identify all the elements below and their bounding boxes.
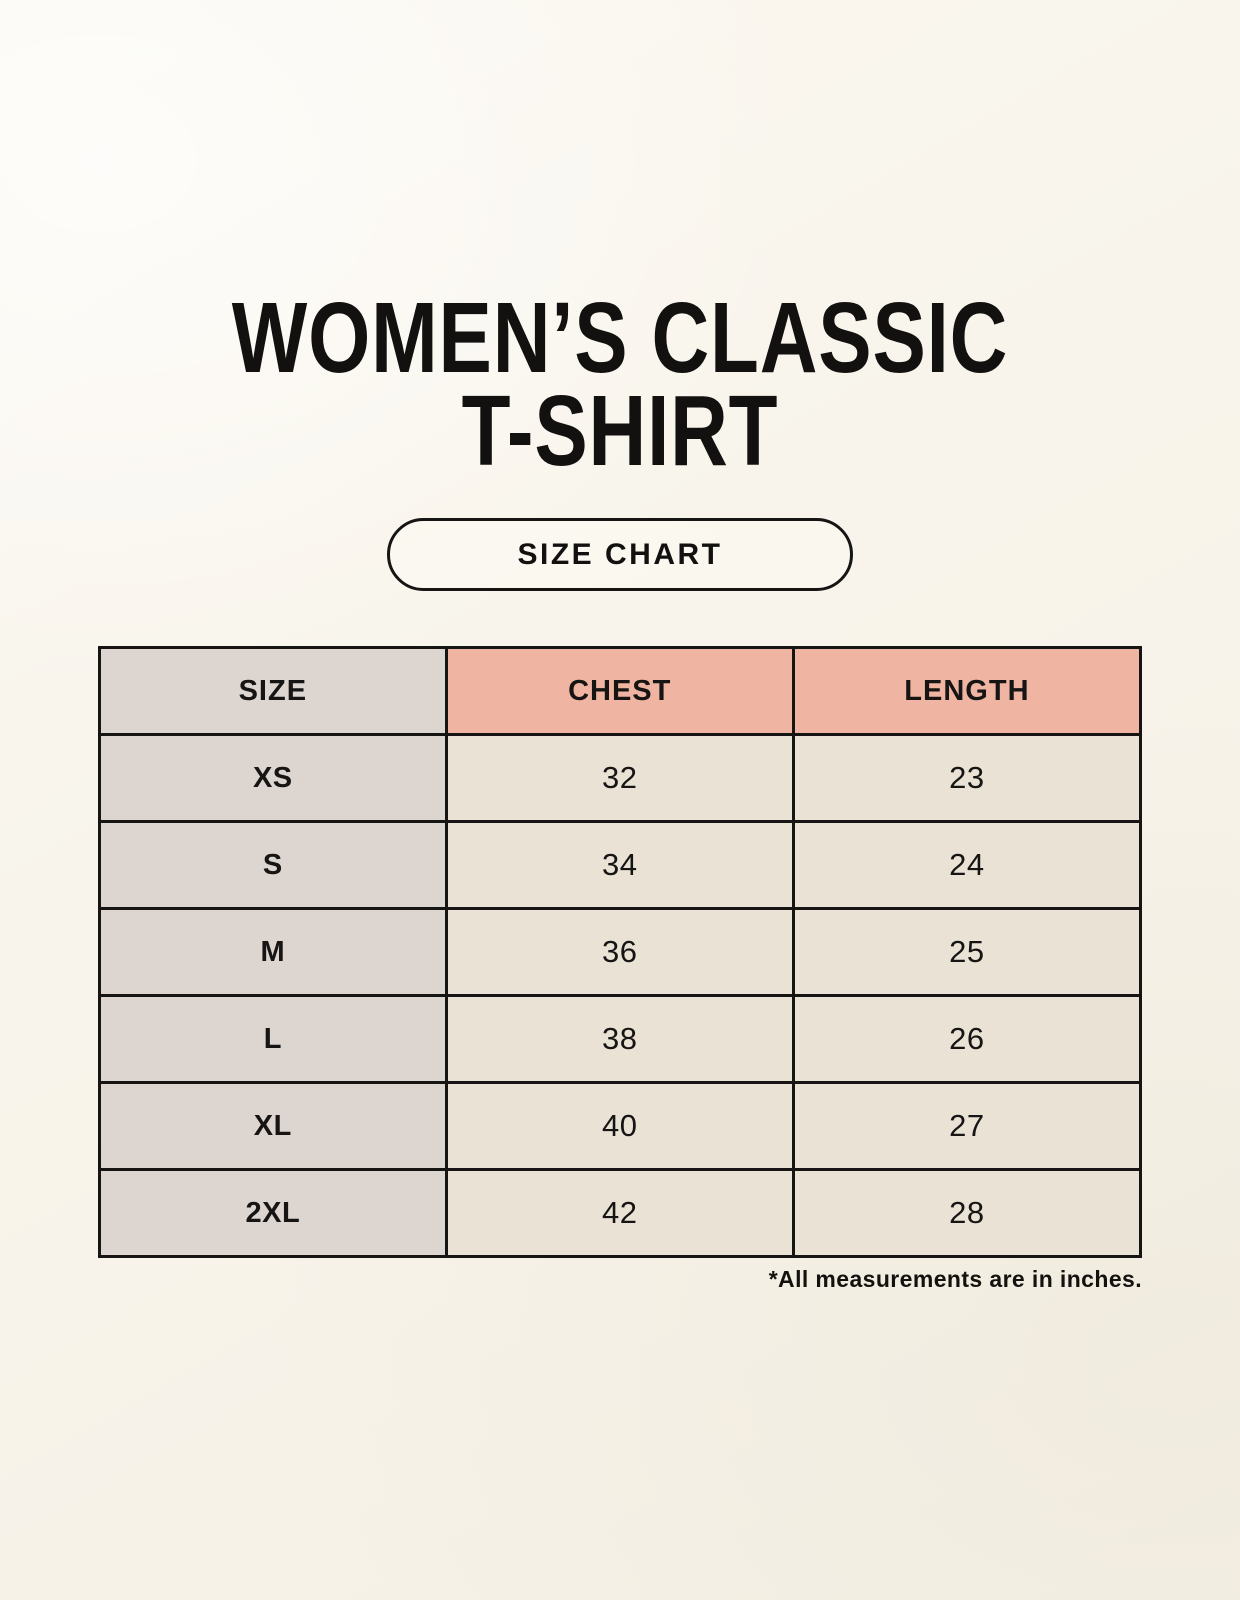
size-label: L [98,994,448,1084]
length-value: 28 [791,1168,1143,1258]
measurements-footnote: *All measurements are in inches. [768,1266,1142,1292]
column-header-length: LENGTH [791,646,1143,736]
size-table: SIZE CHEST LENGTH XS 32 23 S 34 24 M [98,646,1143,1258]
size-label: S [98,820,448,910]
chest-value: 38 [444,994,795,1084]
length-value: 24 [791,820,1143,910]
length-value: 27 [791,1081,1143,1171]
size-label: XS [98,733,448,823]
chest-value: 34 [444,820,795,910]
size-label: XL [98,1081,448,1171]
column-header-size: SIZE [98,646,448,736]
size-table-container: SIZE CHEST LENGTH XS 32 23 S 34 24 M [98,646,1143,1258]
chest-value: 40 [444,1081,795,1171]
table-row-2xl: 2XL 42 28 [98,1168,1143,1258]
length-value: 26 [791,994,1143,1084]
chest-value: 32 [444,733,795,823]
size-label: 2XL [98,1168,448,1258]
table-row-xl: XL 40 27 [98,1081,1143,1171]
size-label: M [98,907,448,997]
length-value: 23 [791,733,1143,823]
size-table-header-row: SIZE CHEST LENGTH [98,646,1143,736]
page-title-line2: T-SHIRT [461,375,779,487]
page-title-line1: WOMEN’S CLASSIC [231,282,1009,394]
page-title: WOMEN’S CLASSIC T-SHIRT [124,282,1116,487]
table-row-m: M 36 25 [98,907,1143,997]
table-row-l: L 38 26 [98,994,1143,1084]
table-row-s: S 34 24 [98,820,1143,910]
table-row-xs: XS 32 23 [98,733,1143,823]
length-value: 25 [791,907,1143,997]
chest-value: 42 [444,1168,795,1258]
size-chart-button[interactable]: SIZE CHART [387,518,853,591]
column-header-chest: CHEST [444,646,795,736]
chest-value: 36 [444,907,795,997]
size-chart-button-label: SIZE CHART [517,537,723,571]
